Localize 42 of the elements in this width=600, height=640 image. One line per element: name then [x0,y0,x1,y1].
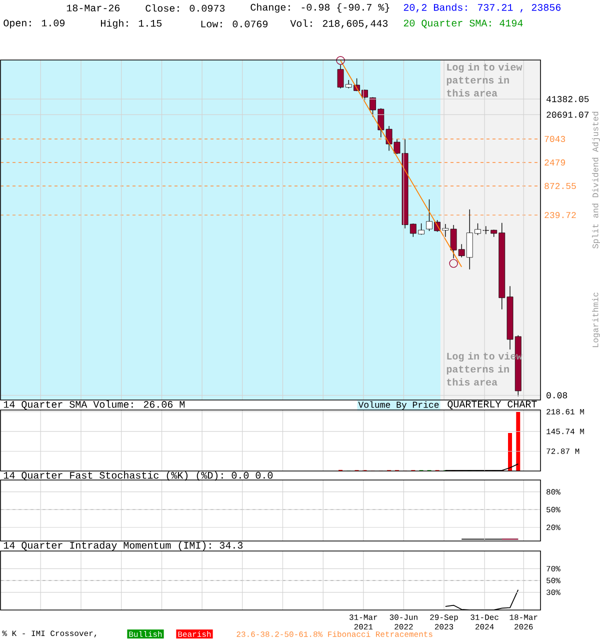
y-tick-label: 80% [546,489,560,495]
y-tick-label: 20% [546,524,560,530]
y-tick-label: 50% [546,578,560,584]
y-tick-label: 30% [546,590,560,596]
text: Change: -0.98 {-90.7 %} [250,3,390,13]
text: Logarithmic [592,292,600,348]
text: Vol: 218,605,443 [290,19,388,28]
chart-title: 14 Quarter Intraday Momentum (IMI): 34.3 [4,541,243,551]
text: QUARTERLY CHART [448,400,537,410]
text: Low: 0.0769 [201,20,268,28]
y-tick-label: 20691.07 [546,112,589,118]
ref-line-label: 239.72 [544,212,576,218]
text: High: 1.15 [100,19,162,29]
y-tick-label: 218.61 M [546,409,584,414]
text: Bearish [178,631,211,637]
x-tick-label: 18-Mar 2026 [510,614,538,630]
y-tick-label: 70% [546,566,560,572]
text: 20,2 Bands: 737.21 , 23856 [404,3,561,13]
ref-line-label: 872.55 [544,182,576,190]
text: Close: 0.0973 [146,4,225,12]
text: 20 Quarter SMA: 4194 [404,20,523,28]
y-tick-label: 145.74 M [546,428,584,434]
chart-title: 14 Quarter SMA Volume: 26.06 M [4,400,185,410]
ref-line-label: 7043 [544,136,566,142]
y-tick-label: 72.87 M [546,448,580,454]
y-tick-label: 41382.05 [546,96,589,102]
text: Split and Dividend Adjusted [592,112,600,249]
text: 23.6-38.2-50-61.8% Fibonacci Retracements [236,631,432,637]
text: Open: 1.09 [4,20,65,28]
x-tick-label: 29-Sep 2023 [430,614,458,630]
chart-title: 14 Quarter Fast Stochastic (%K) (%D): 0.0 0.0 [4,471,273,481]
x-tick-label: 30-Jun 2022 [390,614,418,630]
x-tick-label: 31-Dec 2024 [470,614,498,630]
y-tick-label: 0.08 [546,392,568,398]
annotation: Log in to view patterns in this area [446,63,522,97]
band-label: Volume By Price [358,401,439,410]
y-tick-label: 50% [546,506,560,512]
x-tick-label: 31-Mar 2021 [350,614,378,630]
ref-line-label: 2479 [544,159,566,166]
text: Bullish [129,631,162,637]
text: % K - IMI Crossover, [2,630,96,638]
text: 18-Mar-26 [66,4,120,12]
